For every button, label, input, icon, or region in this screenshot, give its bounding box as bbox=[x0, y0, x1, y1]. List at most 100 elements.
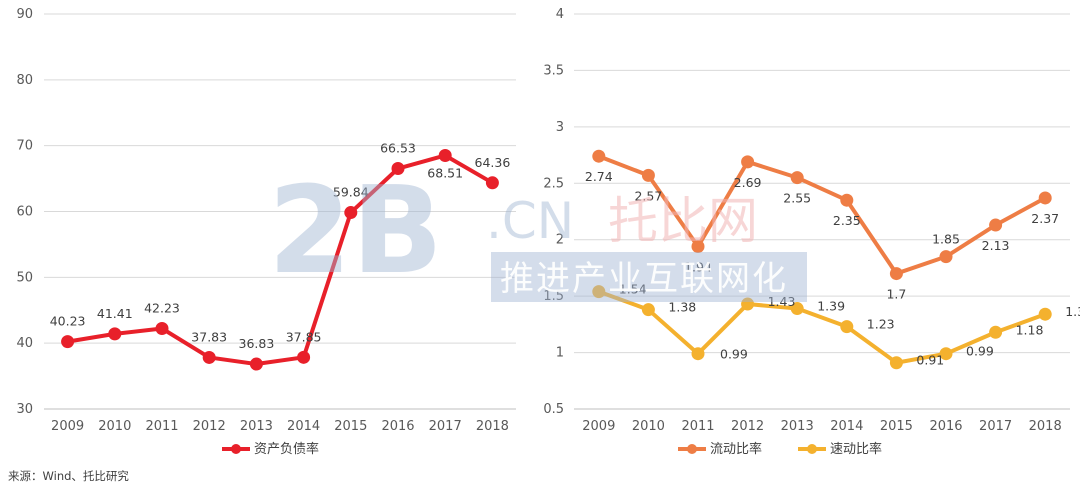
data-point bbox=[592, 285, 606, 299]
data-point bbox=[391, 162, 405, 176]
data-label: 2.74 bbox=[585, 169, 613, 184]
data-label: 2.37 bbox=[1031, 211, 1059, 226]
data-label: 41.41 bbox=[97, 306, 133, 321]
data-point bbox=[1038, 307, 1052, 321]
series-line bbox=[598, 154, 1047, 276]
y-tick-label: 30 bbox=[16, 402, 33, 417]
data-label: 1.38 bbox=[668, 300, 696, 315]
data-point bbox=[155, 321, 169, 335]
data-point bbox=[691, 347, 705, 361]
data-point bbox=[840, 320, 854, 334]
x-tick-label: 2015 bbox=[880, 419, 913, 434]
x-tick-label: 2016 bbox=[929, 419, 962, 434]
y-tick-label: 90 bbox=[16, 7, 33, 22]
data-label: 2.55 bbox=[783, 191, 811, 206]
data-point bbox=[249, 357, 263, 371]
y-tick-label: 2 bbox=[556, 233, 564, 248]
data-label: 1.43 bbox=[768, 294, 796, 309]
y-tick-label: 2.5 bbox=[543, 176, 564, 191]
data-point bbox=[592, 149, 606, 163]
legend-label: 速动比率 bbox=[830, 441, 882, 457]
data-label: 37.83 bbox=[191, 329, 227, 344]
x-tick-label: 2011 bbox=[681, 419, 714, 434]
watermark-band-text: 推进产业互联网化 bbox=[500, 259, 788, 299]
series-line bbox=[67, 153, 494, 367]
x-tick-label: 2013 bbox=[240, 419, 273, 434]
data-point bbox=[641, 303, 655, 317]
x-tick-label: 2017 bbox=[429, 419, 462, 434]
y-tick-label: 3.5 bbox=[543, 63, 564, 78]
data-label: 1.94 bbox=[684, 259, 712, 274]
x-tick-label: 2012 bbox=[193, 419, 226, 434]
x-tick-label: 2009 bbox=[582, 419, 615, 434]
legend-item: 资产负债率 bbox=[222, 441, 319, 457]
y-tick-label: 0.5 bbox=[543, 402, 564, 417]
x-tick-label: 2015 bbox=[334, 419, 367, 434]
x-tick-label: 2013 bbox=[781, 419, 814, 434]
data-label: 66.53 bbox=[380, 141, 416, 156]
data-point bbox=[939, 347, 953, 361]
y-tick-label: 1.5 bbox=[543, 289, 564, 304]
data-label: 1.54 bbox=[619, 282, 647, 297]
data-label: 0.99 bbox=[720, 347, 748, 362]
watermark-tuobi: 托比网 bbox=[608, 192, 758, 250]
data-point bbox=[438, 148, 452, 162]
legend-swatch-marker bbox=[231, 444, 241, 454]
data-point bbox=[61, 335, 75, 349]
legend-swatch-marker bbox=[687, 444, 697, 454]
data-label: 0.99 bbox=[966, 344, 994, 359]
legend-item: 速动比率 bbox=[798, 441, 882, 457]
watermark: 2B .CN 托比网 推进产业互联网化 bbox=[268, 162, 807, 302]
y-tick-label: 4 bbox=[556, 7, 564, 22]
data-point bbox=[840, 193, 854, 207]
data-label: 1.34 bbox=[1065, 304, 1080, 319]
y-tick-label: 1 bbox=[556, 346, 564, 361]
x-tick-label: 2011 bbox=[145, 419, 178, 434]
data-point bbox=[297, 350, 311, 364]
data-point bbox=[790, 171, 804, 185]
data-point bbox=[989, 218, 1003, 232]
x-tick-label: 2012 bbox=[731, 419, 764, 434]
data-label: 68.51 bbox=[427, 165, 463, 180]
source-note: 来源：Wind、托比研究 bbox=[8, 469, 129, 483]
x-tick-label: 2009 bbox=[51, 419, 84, 434]
chart-debt-ratio: 30 40 50 60 70 80 90 2009 2010 2011 2012 2013 2014 20… bbox=[16, 7, 516, 457]
x-tick-label: 2018 bbox=[476, 419, 509, 434]
data-point bbox=[939, 250, 953, 264]
data-point bbox=[889, 267, 903, 281]
data-label: 42.23 bbox=[144, 300, 180, 315]
data-point bbox=[485, 176, 499, 190]
legend-label: 资产负债率 bbox=[254, 441, 319, 457]
data-point bbox=[108, 327, 122, 341]
x-tick-label: 2018 bbox=[1029, 419, 1062, 434]
data-label: 64.36 bbox=[475, 155, 511, 170]
watermark-2b: 2B bbox=[268, 162, 443, 301]
data-label: 1.7 bbox=[886, 287, 906, 302]
x-tick-label: 2014 bbox=[287, 419, 320, 434]
y-tick-label: 80 bbox=[16, 73, 33, 88]
data-point bbox=[344, 206, 358, 220]
y-tick-label: 60 bbox=[16, 205, 33, 220]
y-tick-label: 50 bbox=[16, 270, 33, 285]
data-point bbox=[641, 168, 655, 182]
y-tick-label: 40 bbox=[16, 336, 33, 351]
legend-swatch-marker bbox=[807, 444, 817, 454]
data-label: 37.85 bbox=[286, 329, 322, 344]
data-label: 36.83 bbox=[239, 336, 275, 351]
x-tick-label: 2010 bbox=[632, 419, 665, 434]
data-point bbox=[889, 356, 903, 370]
data-point bbox=[1038, 191, 1052, 205]
data-label: 1.23 bbox=[867, 317, 895, 332]
x-tick-label: 2010 bbox=[98, 419, 131, 434]
data-label: 1.18 bbox=[1016, 322, 1044, 337]
data-point bbox=[202, 350, 216, 364]
data-label: 2.69 bbox=[734, 175, 762, 190]
data-point bbox=[741, 155, 755, 169]
data-point bbox=[741, 297, 755, 311]
data-point bbox=[790, 302, 804, 316]
data-point bbox=[989, 325, 1003, 339]
data-label: 1.39 bbox=[817, 299, 845, 314]
data-point bbox=[691, 239, 705, 253]
y-tick-label: 3 bbox=[556, 120, 564, 135]
data-label: 1.85 bbox=[932, 232, 960, 247]
